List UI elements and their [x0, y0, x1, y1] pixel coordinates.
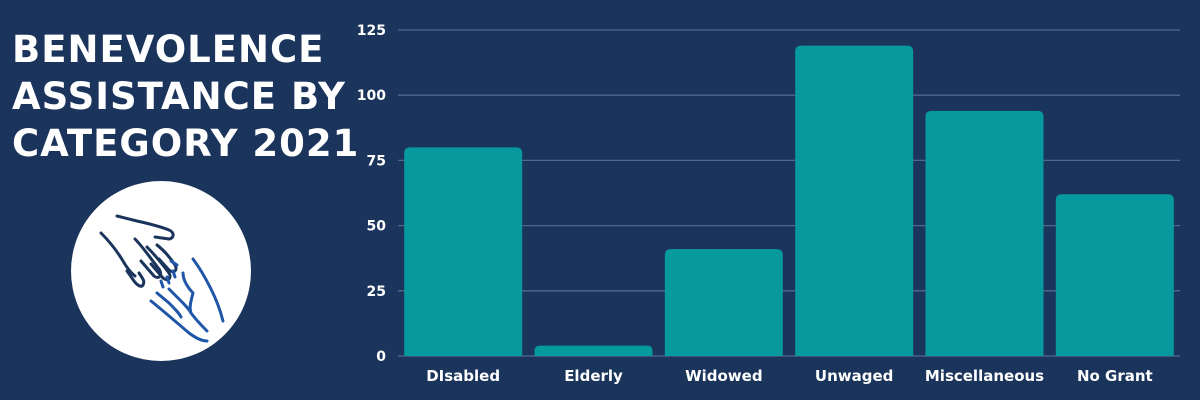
y-tick-label: 75	[367, 153, 386, 169]
x-category-label: DIsabled	[426, 367, 500, 385]
title-line-2: ASSISTANCE BY	[12, 75, 346, 118]
y-tick-label: 25	[367, 284, 386, 300]
bar-elderly	[534, 345, 653, 356]
bar-disabled	[404, 147, 523, 356]
bar-unwaged	[795, 45, 914, 356]
x-category-label: Unwaged	[815, 367, 894, 385]
gridlines	[398, 29, 1180, 357]
title-line-1: BENEVOLENCE	[12, 28, 325, 71]
y-tick-label: 125	[357, 23, 386, 39]
helping-hands-icon	[99, 214, 225, 343]
chart-title: BENEVOLENCE ASSISTANCE BY CATEGORY 2021	[12, 26, 360, 167]
x-category-label: No Grant	[1077, 367, 1153, 385]
bar-widowed	[664, 249, 783, 356]
bar-no-grant	[1055, 194, 1174, 356]
x-category-label: Miscellaneous	[925, 367, 1044, 385]
y-axis-tick-labels: 0 25 50 75 100 125	[357, 23, 386, 365]
x-category-label: Widowed	[685, 367, 763, 385]
helping-hands-logo	[71, 181, 251, 361]
y-tick-label: 100	[357, 88, 386, 104]
bars	[404, 45, 1174, 357]
title-line-3: CATEGORY 2021	[12, 122, 360, 165]
y-tick-label: 50	[367, 219, 387, 235]
y-tick-label: 0	[376, 349, 386, 365]
x-category-label: Elderly	[564, 367, 623, 385]
bar-miscellaneous	[925, 110, 1044, 357]
x-axis-category-labels: DIsabled Elderly Widowed Unwaged Miscellaneo…	[426, 367, 1152, 385]
